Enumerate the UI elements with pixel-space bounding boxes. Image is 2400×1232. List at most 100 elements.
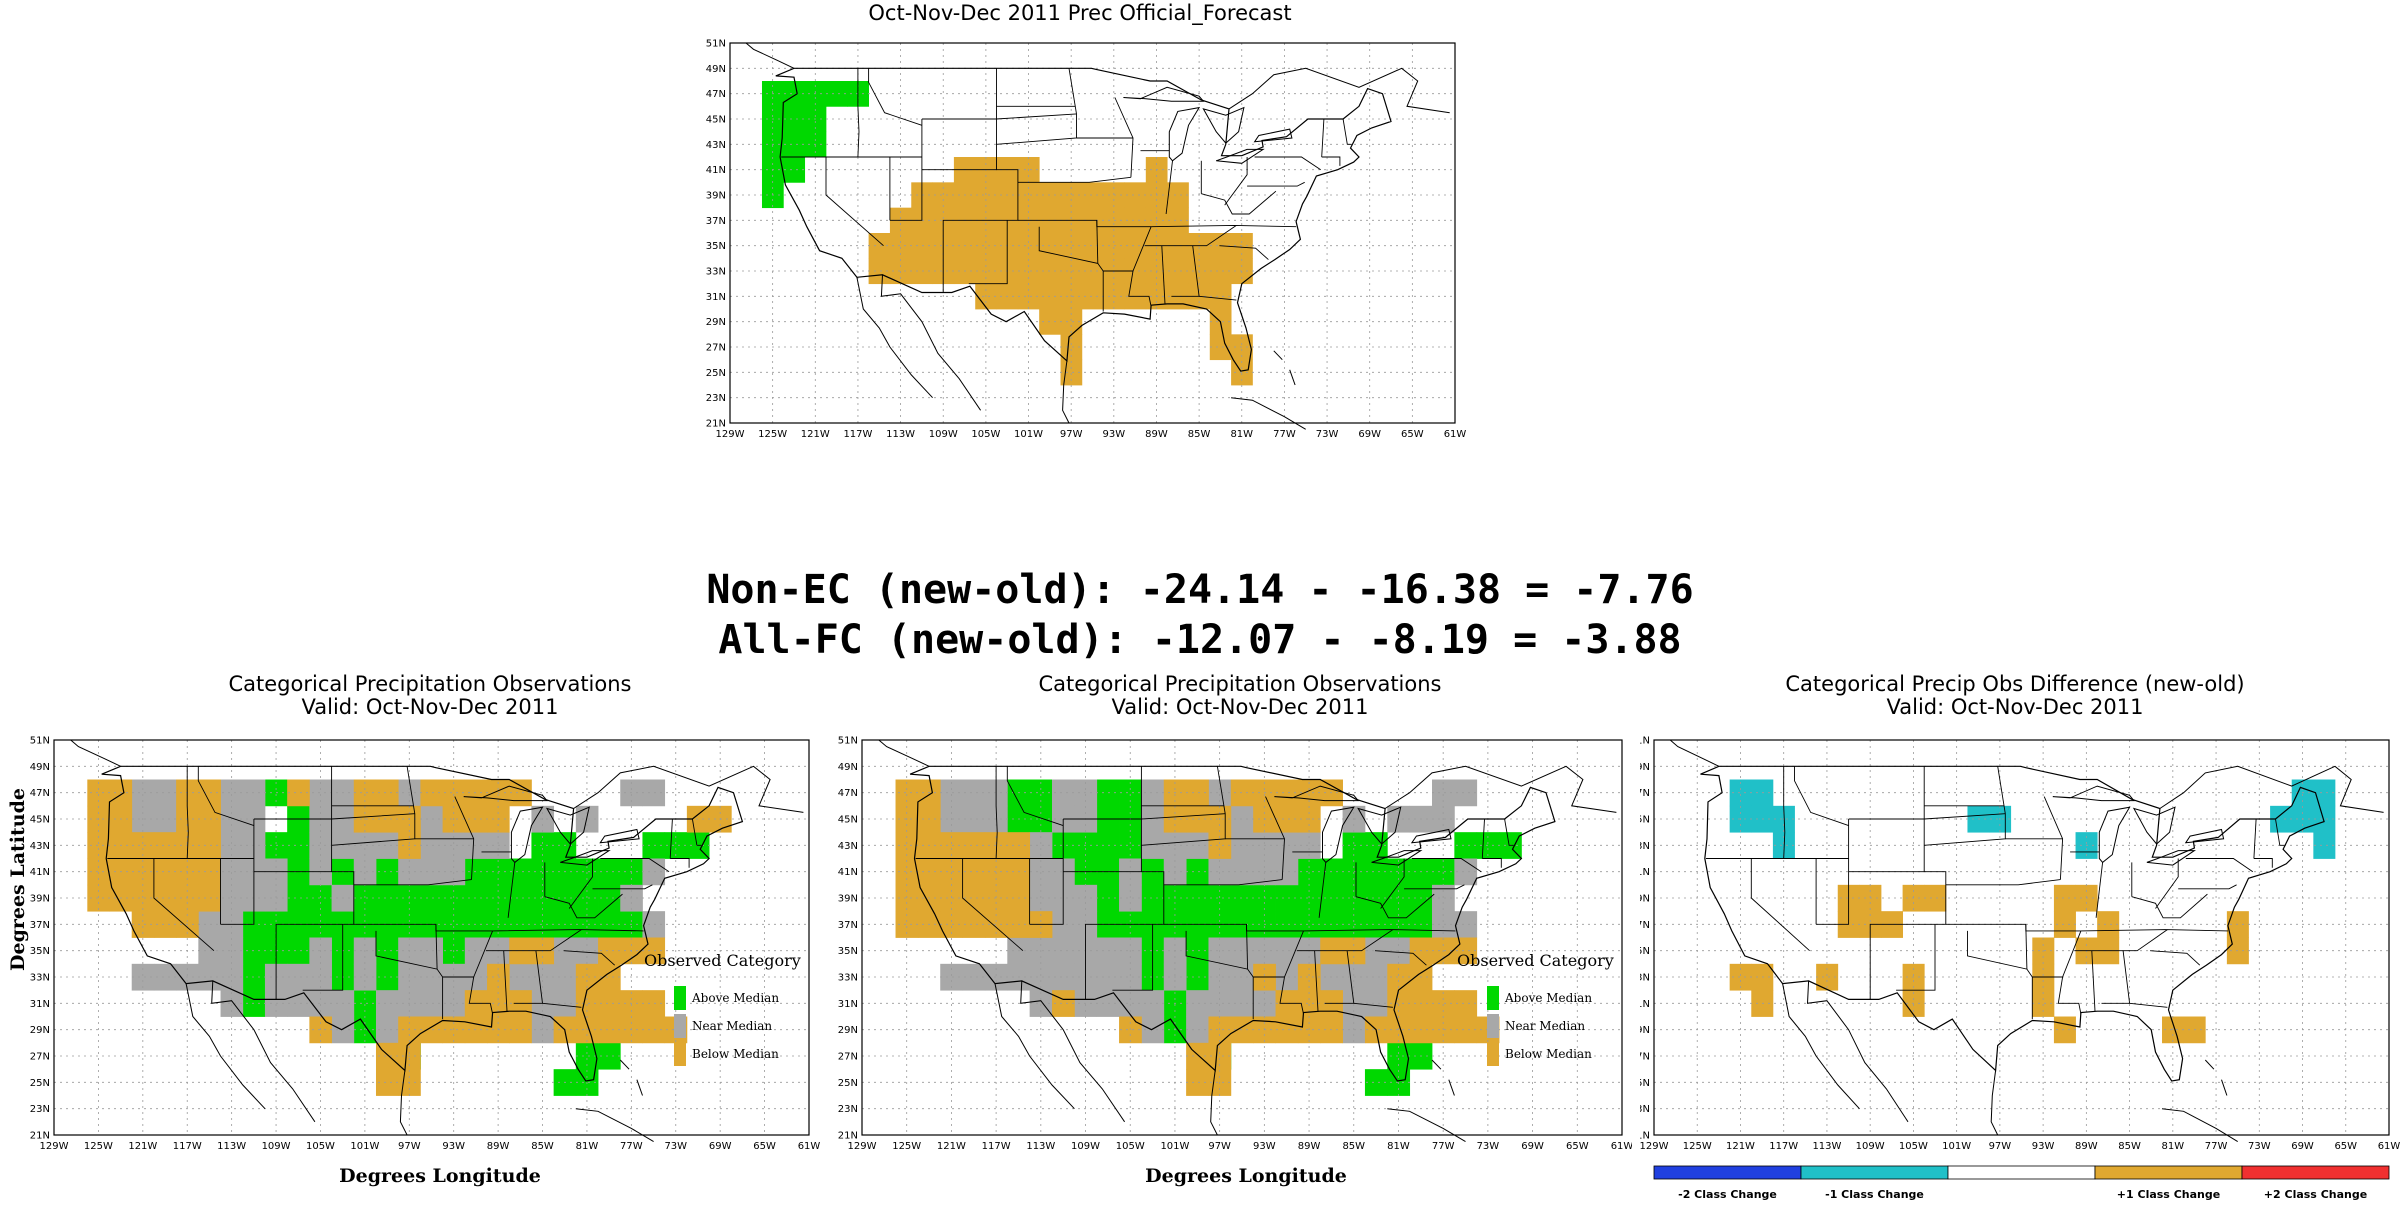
grid-cell bbox=[1364, 911, 1388, 938]
legend-swatch bbox=[674, 1042, 686, 1066]
state-boundary bbox=[1219, 245, 1269, 260]
state-boundary bbox=[1404, 884, 1465, 890]
grid-cell bbox=[464, 779, 488, 807]
legend-item-label: Near Median bbox=[1505, 1019, 1585, 1033]
state-boundary bbox=[1085, 766, 1165, 1000]
grid-cell bbox=[1364, 990, 1388, 1017]
grid-cell bbox=[1060, 334, 1083, 361]
grid-cell bbox=[1141, 832, 1165, 859]
state-boundary bbox=[1869, 766, 1947, 1000]
great-lake bbox=[2098, 806, 2131, 864]
great-lake bbox=[2184, 828, 2225, 844]
lat-tick-label: 27N bbox=[838, 1052, 858, 1063]
lon-tick-label: 101W bbox=[1014, 429, 1043, 440]
lon-tick-label: 65W bbox=[2334, 1141, 2357, 1152]
lat-tick-label: 25N bbox=[838, 1078, 858, 1089]
state-boundary bbox=[942, 68, 1019, 293]
grid-cell bbox=[242, 937, 266, 965]
grid-cell bbox=[984, 911, 1008, 938]
grid-cell bbox=[87, 779, 110, 807]
grid-cell bbox=[1209, 283, 1232, 310]
plot-frame bbox=[729, 42, 1456, 424]
grid-cell bbox=[420, 990, 444, 1017]
grid-cell bbox=[1230, 937, 1254, 965]
grid-cell bbox=[1017, 233, 1040, 259]
grid-cell bbox=[375, 1016, 399, 1044]
state-boundary bbox=[1063, 813, 1226, 820]
legend-swatch bbox=[1487, 986, 1499, 1010]
lat-tick-label: 49N bbox=[706, 64, 726, 75]
great-lake bbox=[1410, 828, 1452, 844]
grid-cell bbox=[1729, 963, 1752, 991]
grid-cell bbox=[220, 963, 244, 991]
lat-tick-label: 35N bbox=[838, 946, 858, 957]
lat-tick-label: 41N bbox=[1640, 867, 1650, 878]
lon-tick-label: 101W bbox=[1942, 1141, 1971, 1152]
lon-tick-label: 81W bbox=[1387, 1141, 1410, 1152]
coastline bbox=[2204, 1059, 2215, 1070]
lat-tick-label: 37N bbox=[30, 920, 50, 931]
grid-cell bbox=[375, 832, 399, 859]
grid-cell bbox=[1275, 884, 1299, 912]
state-boundary bbox=[1321, 118, 1325, 158]
grid-cell bbox=[242, 963, 266, 991]
grid-cell bbox=[1454, 779, 1478, 807]
grid-cell bbox=[1060, 309, 1083, 335]
grid-cell bbox=[442, 990, 466, 1017]
state-boundary bbox=[1296, 929, 1394, 952]
grid-cell bbox=[642, 990, 666, 1017]
grid-cell bbox=[1119, 884, 1142, 912]
state-boundary bbox=[1504, 818, 1514, 846]
lon-tick-label: 69W bbox=[1521, 1141, 1544, 1152]
grid-cell bbox=[575, 990, 599, 1017]
grid-cell bbox=[783, 106, 806, 133]
grid-cell bbox=[1454, 911, 1478, 938]
grid-cell bbox=[1275, 779, 1299, 807]
obs-new-map: 129W 125W 121W 117W 113W 109W 105W 101W 97W 93W 89… bbox=[30, 736, 821, 1153]
state-boundary bbox=[889, 119, 923, 221]
grid-cell bbox=[895, 832, 919, 859]
lon-tick-label: 101W bbox=[1160, 1141, 1189, 1152]
grid-cell bbox=[87, 884, 110, 912]
lat-tick-label: 27N bbox=[1640, 1052, 1650, 1063]
coastline bbox=[1020, 980, 1126, 1123]
state-boundary bbox=[1411, 858, 1482, 873]
state-boundary bbox=[1247, 181, 1305, 187]
grid-cell bbox=[1364, 963, 1388, 991]
lat-tick-label: 45N bbox=[706, 115, 726, 126]
grid-cell bbox=[1186, 779, 1209, 807]
grid-cell bbox=[783, 81, 806, 107]
lat-tick-label: 43N bbox=[30, 841, 50, 852]
coastline bbox=[1782, 983, 1860, 1110]
state-boundary bbox=[1246, 924, 1249, 970]
grid-cell bbox=[1186, 990, 1209, 1017]
grid-cell bbox=[464, 805, 488, 833]
state-boundary bbox=[1794, 766, 1849, 827]
state-boundary bbox=[1199, 295, 1237, 301]
state-boundary bbox=[1314, 950, 1319, 1012]
grid-cell bbox=[87, 858, 110, 886]
grid-cell bbox=[353, 990, 377, 1017]
state-boundary bbox=[1165, 160, 1173, 215]
grid-cell bbox=[783, 157, 806, 183]
state-boundary bbox=[544, 893, 623, 919]
state-boundary bbox=[1848, 813, 2006, 820]
grid-cell bbox=[242, 779, 266, 807]
state-boundary bbox=[670, 858, 690, 868]
grid-cell bbox=[825, 81, 848, 107]
state-boundary bbox=[2057, 930, 2082, 1014]
lat-tick-label: 41N bbox=[30, 867, 50, 878]
lat-tick-label: 25N bbox=[1640, 1078, 1650, 1089]
grid-cell bbox=[1119, 779, 1142, 807]
state-boundary bbox=[2091, 950, 2096, 1012]
lat-tick-label: 27N bbox=[30, 1052, 50, 1063]
grid-cell bbox=[1186, 832, 1209, 859]
grid-cell bbox=[1029, 963, 1053, 991]
state-boundary bbox=[507, 862, 516, 918]
grid-cell bbox=[131, 911, 155, 938]
state-boundary bbox=[1353, 1002, 1393, 1008]
grid-cell bbox=[940, 779, 963, 807]
lat-tick-label: 29N bbox=[706, 317, 726, 328]
grid-cell bbox=[287, 963, 310, 991]
great-lake bbox=[1202, 106, 1245, 144]
